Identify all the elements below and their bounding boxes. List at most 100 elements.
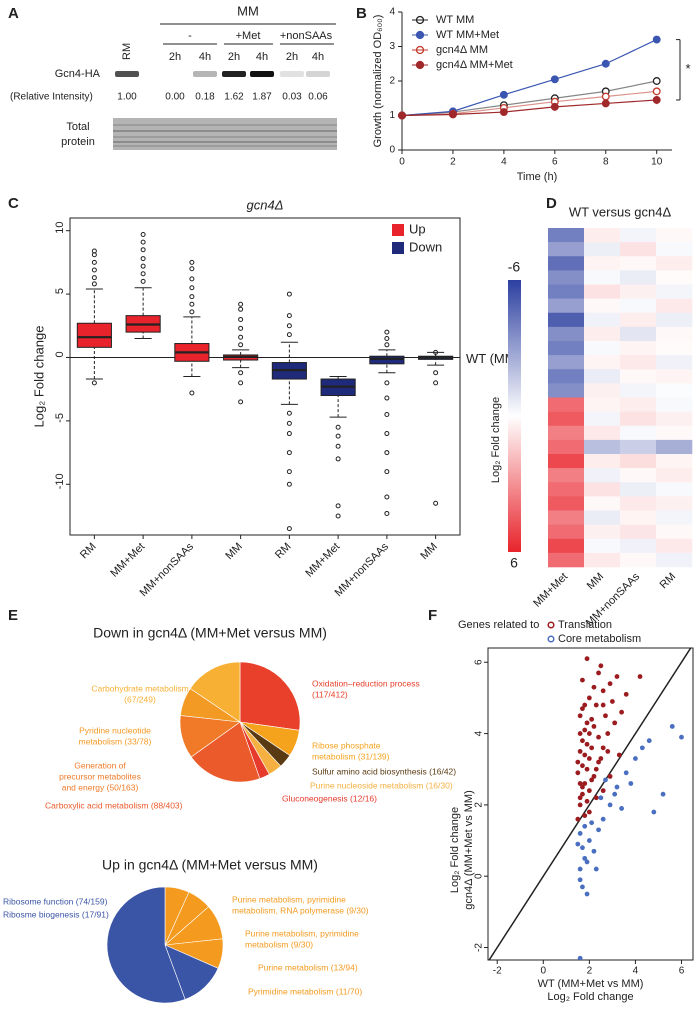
data-point: [603, 777, 608, 783]
x-tick-label: 6: [552, 157, 558, 168]
legend-label: WT MM: [436, 14, 474, 26]
intensity-value: 0.18: [195, 92, 215, 103]
outlier: [384, 335, 390, 341]
data-point: [586, 731, 592, 736]
outlier: [433, 500, 439, 506]
y-tick-label: 6: [474, 659, 485, 665]
heatmap-cell: [548, 425, 585, 441]
data-point: [591, 684, 597, 690]
heatmap-cell: [620, 425, 657, 441]
data-point: [575, 759, 581, 765]
heatmap-cell: [584, 355, 621, 370]
outlier: [384, 395, 390, 401]
heatmap-cell: [584, 510, 621, 525]
colorbar-label: Log₂ Fold change: [490, 397, 502, 483]
outlier: [433, 349, 439, 355]
data-point: [398, 111, 406, 120]
heatmap-cell: [656, 284, 693, 299]
data-point: [580, 706, 585, 712]
x-tick-label: 10: [651, 157, 663, 168]
x-tick-label: MM: [418, 541, 439, 562]
outlier: [140, 247, 146, 253]
heatmap-cell: [548, 298, 585, 314]
legend-label: WT MM+Met: [436, 29, 499, 41]
data-point: [652, 77, 661, 85]
heatmap-cell: [620, 312, 657, 328]
data-point: [598, 795, 604, 801]
outlier: [238, 342, 244, 348]
colorbar-tick-label: -6: [508, 259, 521, 275]
x-axis-label: Time (h): [517, 171, 558, 183]
heatmap-cell: [548, 496, 585, 511]
annotation: *: [685, 61, 690, 76]
data-point: [586, 788, 592, 794]
slice-label: Pyridine nucleotide: [79, 725, 151, 735]
data-point: [586, 809, 592, 815]
x-tick-label: MM: [223, 541, 244, 562]
outlier: [384, 469, 390, 475]
data-point: [593, 702, 599, 708]
data-point: [580, 677, 585, 683]
heatmap-cell: [656, 228, 693, 243]
slice-label: Purine metabolism (13/94): [258, 962, 358, 972]
data-point: [598, 756, 604, 761]
data-point: [605, 749, 611, 754]
outlier: [189, 276, 195, 282]
data-point: [623, 691, 629, 697]
intensity-value: 1.87: [252, 92, 272, 103]
chart-title: Up in gcn4Δ (MM+Met versus MM): [102, 857, 318, 873]
heatmap-cell: [620, 510, 657, 525]
slice-label: Ribose phosphate: [312, 740, 381, 750]
slice-label: metabolism (31/139): [312, 751, 390, 761]
heatmap-cell: [584, 383, 621, 398]
lane-label: 2h: [286, 51, 298, 63]
y-tick-label: 0: [389, 145, 395, 156]
blot-band: [193, 71, 217, 77]
slice-label: metabolism (9/30): [245, 939, 313, 949]
data-point: [580, 763, 585, 769]
heatmap-cell: [548, 397, 585, 412]
slice-label: Generation of: [74, 760, 126, 770]
colorbar: [508, 280, 521, 552]
data-point: [580, 791, 585, 797]
y-tick-label: -5: [54, 413, 66, 423]
data-point: [598, 663, 604, 669]
data-point: [652, 87, 661, 96]
legend-label: gcn4Δ MM: [436, 44, 488, 56]
row-label: Gcn4-HA: [55, 68, 101, 80]
heatmap-cell: [620, 369, 657, 384]
y-axis-label: Log₂ Fold change: [31, 326, 46, 428]
y-tick-label: -10: [54, 473, 66, 489]
legend-marker: [547, 621, 555, 629]
data-point: [607, 681, 613, 687]
data-point: [586, 838, 592, 843]
data-point: [584, 891, 590, 897]
blot-band: [280, 71, 304, 77]
data-point: [609, 699, 615, 704]
treatment-label: +Met: [236, 30, 261, 42]
heatmap-cell: [548, 312, 585, 328]
heatmap-cell: [656, 369, 693, 384]
data-point: [584, 720, 590, 726]
data-point: [586, 756, 592, 761]
plot-frame: [487, 647, 694, 961]
slice-label: Sulfur amino acid biosynthesis (16/42): [312, 766, 456, 776]
heatmap-cell: [656, 411, 693, 427]
data-point: [577, 731, 583, 736]
data-point: [580, 884, 585, 890]
slice-label: Gluconeogenesis (12/16): [282, 793, 377, 803]
data-point: [550, 75, 559, 84]
slice-label: (67/249): [124, 694, 156, 704]
lane-label: 4h: [256, 51, 268, 63]
slice-label: Carboxylic acid metabolism (88/403): [45, 800, 183, 810]
data-point: [646, 738, 652, 744]
outlier: [238, 370, 244, 376]
legend-label: Up: [409, 221, 426, 236]
data-point: [612, 791, 618, 797]
data-point: [577, 866, 583, 872]
data-point: [575, 770, 581, 776]
slice-label: Purine metabolism, pyrimidine: [232, 894, 346, 904]
heatmap-cell: [584, 439, 621, 455]
heatmap-cell: [656, 454, 693, 469]
